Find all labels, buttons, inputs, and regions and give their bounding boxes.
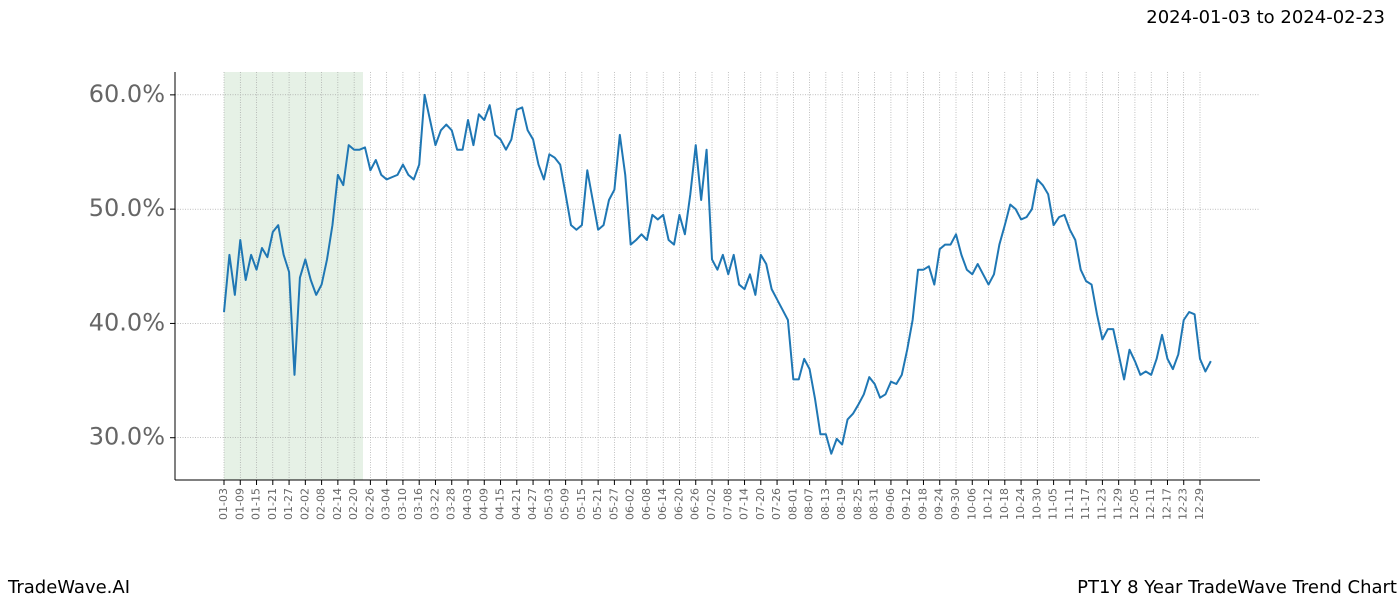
x-tick-label: 02-08 xyxy=(315,488,328,520)
x-tick-label: 09-06 xyxy=(884,488,897,520)
y-tick-label: 40.0% xyxy=(89,308,165,336)
x-tick-label: 10-12 xyxy=(982,488,995,520)
x-tick-label: 06-20 xyxy=(672,488,685,520)
x-tick-label: 10-24 xyxy=(1014,488,1027,520)
x-tick-label: 11-23 xyxy=(1095,488,1108,520)
x-tick-label: 07-02 xyxy=(705,488,718,520)
x-tick-label: 05-15 xyxy=(575,488,588,520)
x-tick-label: 08-13 xyxy=(819,488,832,520)
x-tick-label: 07-08 xyxy=(721,488,734,520)
x-tick-label: 08-31 xyxy=(868,488,881,520)
x-tick-label: 04-03 xyxy=(461,488,474,520)
x-tick-label: 05-21 xyxy=(591,488,604,520)
footer-left: TradeWave.AI xyxy=(7,577,130,598)
date-range: 2024-01-03 to 2024-02-23 xyxy=(1146,7,1385,28)
x-tick-label: 04-15 xyxy=(494,488,507,520)
x-tick-label: 09-24 xyxy=(933,488,946,520)
x-tick-label: 01-27 xyxy=(282,488,295,520)
x-tick-label: 06-02 xyxy=(624,488,637,520)
x-tick-label: 05-27 xyxy=(607,488,620,520)
x-tick-label: 01-21 xyxy=(266,488,279,520)
x-tick-label: 06-14 xyxy=(656,488,669,520)
x-tick-label: 03-28 xyxy=(445,488,458,520)
x-tick-label: 05-09 xyxy=(559,488,572,520)
x-tick-label: 10-18 xyxy=(998,488,1011,520)
x-tick-label: 07-14 xyxy=(738,488,751,520)
x-tick-label: 02-14 xyxy=(331,488,344,520)
x-tick-label: 03-22 xyxy=(428,488,441,520)
x-tick-label: 11-17 xyxy=(1079,488,1092,520)
x-tick-label: 02-20 xyxy=(347,488,360,520)
x-tick-label: 04-27 xyxy=(526,488,539,520)
x-tick-label: 08-19 xyxy=(835,488,848,520)
x-tick-label: 06-08 xyxy=(640,488,653,520)
x-tick-label: 01-09 xyxy=(233,488,246,520)
x-tick-label: 10-06 xyxy=(965,488,978,520)
y-tick-label: 60.0% xyxy=(89,80,165,108)
x-tick-label: 03-04 xyxy=(380,488,393,520)
x-tick-label: 12-05 xyxy=(1128,488,1141,520)
x-tick-label: 11-11 xyxy=(1063,488,1076,520)
x-tick-label: 03-16 xyxy=(412,488,425,520)
x-tick-label: 06-26 xyxy=(689,488,702,520)
x-tick-label: 08-07 xyxy=(803,488,816,520)
x-tick-label: 10-30 xyxy=(1030,488,1043,520)
y-tick-label: 30.0% xyxy=(89,423,165,451)
x-tick-label: 01-15 xyxy=(250,488,263,520)
x-tick-label: 07-20 xyxy=(754,488,767,520)
x-tick-label: 11-05 xyxy=(1047,488,1060,520)
line-series xyxy=(223,93,1212,455)
x-tick-label: 04-09 xyxy=(477,488,490,520)
x-tick-label: 09-30 xyxy=(949,488,962,520)
y-tick-label: 50.0% xyxy=(89,194,165,222)
x-tick-label: 09-12 xyxy=(900,488,913,520)
footer-right: PT1Y 8 Year TradeWave Trend Chart xyxy=(1077,577,1397,598)
x-tick-label: 08-25 xyxy=(851,488,864,520)
x-tick-label: 09-18 xyxy=(916,488,929,520)
x-tick-label: 05-03 xyxy=(542,488,555,520)
x-tick-label: 12-29 xyxy=(1193,488,1206,520)
x-tick-label: 01-03 xyxy=(217,488,230,520)
x-tick-label: 11-29 xyxy=(1112,488,1125,520)
x-tick-label: 12-17 xyxy=(1160,488,1173,520)
x-tick-label: 08-01 xyxy=(786,488,799,520)
x-tick-label: 02-26 xyxy=(363,488,376,520)
x-tick-label: 02-02 xyxy=(298,488,311,520)
x-tick-label: 07-26 xyxy=(770,488,783,520)
x-tick-label: 04-21 xyxy=(510,488,523,520)
x-tick-label: 12-23 xyxy=(1177,488,1190,520)
x-tick-label: 03-10 xyxy=(396,488,409,520)
x-tick-label: 12-11 xyxy=(1144,488,1157,520)
